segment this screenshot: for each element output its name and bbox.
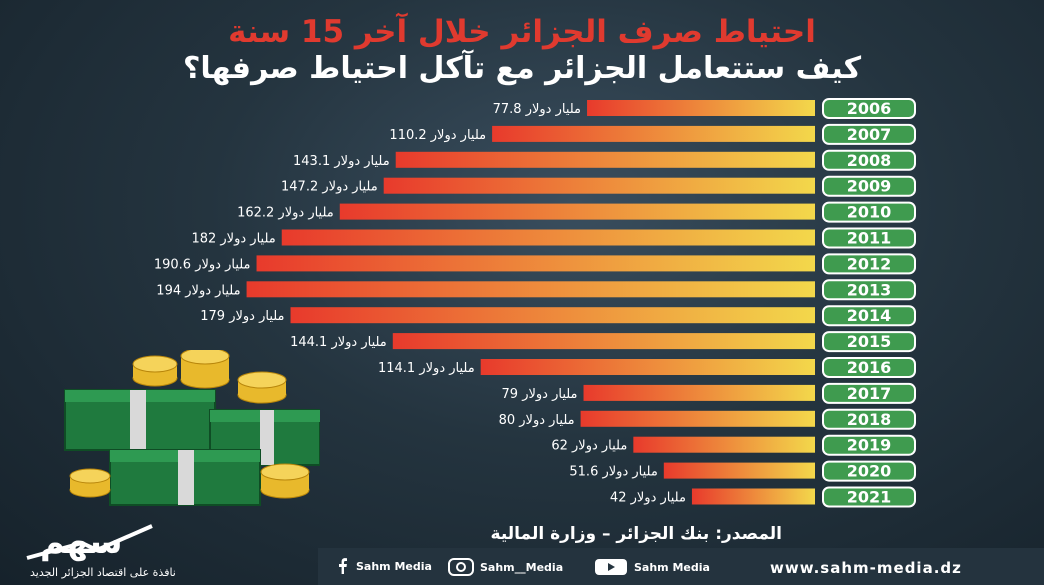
- source-note: المصدر: بنك الجزائر – وزارة المالية: [490, 524, 782, 544]
- footer-bar: [318, 548, 1044, 585]
- year-badge-2017: [822, 382, 916, 404]
- value-label-2008: 143.1 مليار دولار: [293, 154, 390, 169]
- year-badge-2012: [822, 253, 916, 275]
- year-label-2015: 2015: [847, 332, 892, 351]
- chart-subtitle: كيف ستتعامل الجزائر مع تآكل احتياط صرفها…: [182, 51, 862, 86]
- website-link[interactable]: www.sahm-media.dz: [770, 559, 962, 577]
- bar-2012: [256, 255, 815, 272]
- year-label-2021: 2021: [847, 488, 892, 507]
- value-label-2016: 114.1 مليار دولار: [378, 361, 475, 376]
- money-illustration: [64, 350, 320, 506]
- bar-2010: [339, 203, 815, 220]
- year-label-2011: 2011: [847, 229, 892, 248]
- bar-2006: [587, 100, 815, 116]
- value-label-2019: 62 مليار دولار: [551, 439, 627, 454]
- value-label-2015: 144.1 مليار دولار: [290, 335, 387, 350]
- instagram-link[interactable]: Sahm__Media: [448, 558, 563, 576]
- value-label-2014: 179 مليار دولار: [200, 309, 284, 324]
- bar-2009: [383, 177, 815, 194]
- year-badge-2019: [822, 434, 916, 456]
- year-label-2008: 2008: [847, 151, 892, 170]
- year-label-2018: 2018: [847, 410, 892, 429]
- value-label-2013: 194 مليار دولار: [156, 283, 240, 298]
- bar-2018: [580, 410, 815, 427]
- year-badge-2008: [822, 149, 916, 171]
- year-label-2007: 2007: [847, 125, 892, 144]
- value-label-2007: 110.2 مليار دولار: [389, 128, 486, 143]
- year-label-2006: 2006: [847, 99, 892, 118]
- bar-2007: [492, 125, 815, 142]
- value-label-2009: 147.2 مليار دولار: [281, 180, 378, 195]
- value-label-2010: 162.2 مليار دولار: [237, 206, 334, 221]
- year-label-2010: 2010: [847, 203, 892, 222]
- value-label-2011: 182 مليار دولار: [191, 232, 275, 247]
- bar-2017: [583, 384, 815, 401]
- bar-2011: [281, 229, 815, 246]
- value-label-2018: 80 مليار دولار: [499, 413, 575, 428]
- facebook-label: Sahm Media: [356, 559, 432, 573]
- instagram-icon: [448, 558, 474, 576]
- year-badge-2011: [822, 227, 916, 249]
- bar-2019: [633, 436, 815, 453]
- year-label-2013: 2013: [847, 280, 892, 299]
- year-badge-2006: [822, 98, 916, 119]
- year-label-2020: 2020: [847, 462, 892, 481]
- year-label-2009: 2009: [847, 177, 892, 196]
- year-badge-2010: [822, 201, 916, 223]
- year-badge-2007: [822, 123, 916, 145]
- bar-2014: [290, 307, 815, 324]
- year-label-2014: 2014: [847, 306, 892, 325]
- bar-2016: [480, 359, 815, 375]
- value-label-2021: 42 مليار دولار: [610, 491, 686, 506]
- year-label-2017: 2017: [847, 384, 892, 403]
- bar-2020: [663, 462, 815, 479]
- brand-tagline: نافذة على اقتصاد الجزائر الجديد: [30, 566, 176, 579]
- facebook-link[interactable]: Sahm Media: [336, 558, 432, 574]
- year-badge-2020: [822, 460, 916, 482]
- year-label-2019: 2019: [847, 436, 892, 455]
- year-badge-2009: [822, 175, 916, 197]
- bar-2008: [395, 151, 815, 168]
- year-badge-2021: [822, 486, 916, 508]
- year-label-2012: 2012: [847, 254, 892, 273]
- youtube-icon: [595, 559, 627, 575]
- sahm-logo-icon: [26, 524, 153, 560]
- value-label-2006: 77.8 مليار دولار: [493, 102, 581, 117]
- year-badge-2014: [822, 305, 916, 327]
- bar-2013: [246, 281, 815, 298]
- brand-name: سهم: [40, 522, 123, 562]
- year-badge-2018: [822, 408, 916, 430]
- chart-title: احتياط صرف الجزائر خلال آخر 15 سنة: [228, 14, 816, 50]
- youtube-link[interactable]: Sahm Media: [594, 558, 710, 576]
- value-label-2020: 51.6 مليار دولار: [569, 465, 657, 480]
- value-label-2017: 79 مليار دولار: [502, 387, 578, 402]
- instagram-label: Sahm__Media: [480, 560, 564, 574]
- year-badge-2013: [822, 279, 916, 301]
- year-badge-2016: [822, 357, 916, 378]
- year-label-2016: 2016: [847, 358, 892, 377]
- value-label-2012: 190.6 مليار دولار: [154, 257, 251, 272]
- bar-2015: [392, 333, 815, 350]
- youtube-label: Sahm Media: [634, 560, 710, 574]
- facebook-icon: [339, 558, 347, 574]
- bar-2021: [691, 488, 815, 505]
- year-badge-2015: [822, 331, 916, 353]
